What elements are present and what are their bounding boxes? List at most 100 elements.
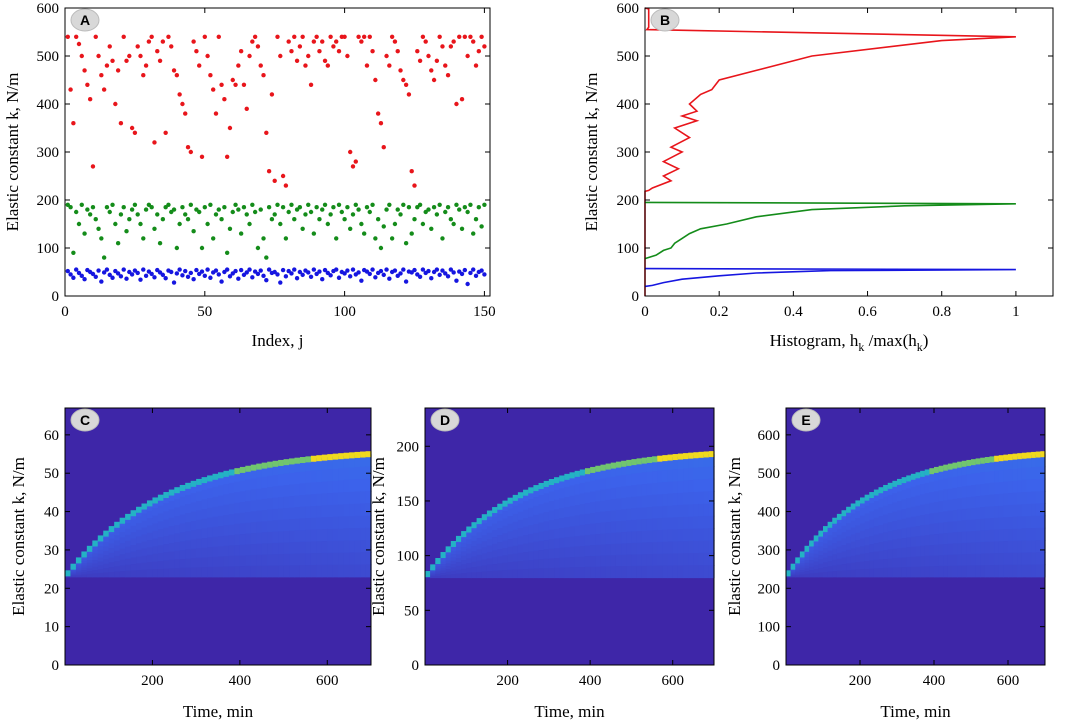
heatmap-cell xyxy=(455,565,462,571)
heatmap-cell xyxy=(813,561,819,566)
heatmap-cell xyxy=(523,560,529,570)
heatmap-cell xyxy=(305,459,312,472)
data-point xyxy=(65,34,70,39)
heatmap-cell xyxy=(813,569,819,574)
heatmap-cell xyxy=(261,498,268,511)
heatmap-ridge-cell xyxy=(466,526,473,533)
heatmap-cell xyxy=(846,549,852,558)
heatmap-cell xyxy=(646,518,653,532)
heatmap-cell xyxy=(349,540,356,554)
heatmap-ridge-cell xyxy=(790,563,796,570)
heatmap-cell xyxy=(245,501,252,513)
heatmap-cell xyxy=(174,568,181,578)
heatmap-cell xyxy=(234,471,241,483)
data-point xyxy=(79,53,84,59)
heatmap-cell xyxy=(343,564,350,578)
heatmap-cell xyxy=(708,454,715,468)
data-point xyxy=(370,49,375,54)
series-red xyxy=(65,34,487,188)
data-point xyxy=(320,207,325,212)
heatmap-cell xyxy=(693,565,700,579)
heatmap-cell xyxy=(316,517,323,530)
data-point xyxy=(345,205,350,210)
heatmap-cell xyxy=(471,572,478,579)
heatmap-cell xyxy=(574,546,581,558)
heatmap-cell xyxy=(615,543,622,556)
heatmap-cell xyxy=(626,566,633,579)
heatmap-cell xyxy=(481,523,488,530)
heatmap-cell xyxy=(250,467,257,480)
heatmap-cell xyxy=(626,520,633,533)
heatmap-cell xyxy=(998,481,1004,495)
heatmap-cell xyxy=(481,517,488,524)
data-point xyxy=(129,207,135,212)
data-point xyxy=(476,49,482,54)
data-point xyxy=(188,270,194,276)
data-point xyxy=(171,68,177,73)
data-point xyxy=(342,217,347,222)
heatmap-cell xyxy=(641,542,648,555)
heatmap-cell xyxy=(915,566,921,578)
heatmap-cell xyxy=(103,542,110,548)
heatmap-cell xyxy=(703,565,710,579)
heatmap-cell xyxy=(1021,552,1028,566)
heatmap-cell xyxy=(836,552,843,560)
heatmap-cell xyxy=(1012,492,1018,506)
heatmap-cell xyxy=(486,513,493,521)
heatmap-cell xyxy=(146,532,154,541)
heatmap-cell xyxy=(108,533,115,540)
data-point xyxy=(227,274,233,279)
heatmap-cell xyxy=(994,470,1000,483)
heatmap-ridge-cell xyxy=(168,489,175,496)
heatmap-cell xyxy=(81,574,88,578)
data-point xyxy=(124,276,129,281)
heatmap-cell xyxy=(190,511,197,522)
heatmap-cell xyxy=(354,515,361,529)
heatmap-ridge-cell xyxy=(543,480,550,487)
heatmap-cell xyxy=(657,470,663,484)
data-point xyxy=(127,53,132,59)
heatmap-cell xyxy=(901,567,907,578)
heatmap-cell xyxy=(497,520,504,529)
heatmap-cell xyxy=(994,517,1000,531)
heatmap-cell xyxy=(924,535,930,547)
heatmap-cell xyxy=(1031,503,1037,517)
heatmap-ridge-cell xyxy=(450,540,457,547)
heatmap-cell xyxy=(584,524,591,536)
heatmap-cell xyxy=(683,480,689,494)
heatmap-cell xyxy=(481,535,488,542)
data-point xyxy=(473,217,479,222)
heatmap-cell xyxy=(934,491,940,503)
data-point xyxy=(373,236,378,241)
heatmap-cell xyxy=(915,495,921,507)
heatmap-cell xyxy=(283,542,290,555)
heatmap-cell xyxy=(455,573,462,579)
heatmap-cell xyxy=(512,545,519,555)
heatmap-cell xyxy=(610,532,617,545)
heatmap-cell xyxy=(103,563,110,569)
data-point xyxy=(180,205,185,210)
heatmap-cell xyxy=(190,483,197,494)
heatmap-cell xyxy=(631,508,638,521)
heatmap-cell xyxy=(873,509,880,519)
heatmap-ridge-cell xyxy=(338,453,345,460)
data-point xyxy=(429,68,434,73)
heatmap-ridge-cell xyxy=(92,540,99,547)
data-point xyxy=(208,73,213,78)
heatmap-cell xyxy=(1003,493,1009,506)
heatmap-cell xyxy=(228,555,235,567)
data-point xyxy=(434,267,440,272)
data-point xyxy=(230,77,235,83)
heatmap-cell xyxy=(349,503,356,517)
data-point xyxy=(350,164,356,169)
heatmap-cell xyxy=(947,466,954,479)
data-point xyxy=(412,267,417,273)
heatmap-cell xyxy=(502,540,509,549)
heatmap-cell xyxy=(119,526,126,533)
y-axis-label: Elastic constant k, N/m xyxy=(725,457,744,616)
heatmap-cell xyxy=(548,539,555,550)
data-point xyxy=(210,87,216,92)
data-point xyxy=(205,267,210,272)
data-point xyxy=(191,39,196,44)
data-point xyxy=(216,207,221,212)
